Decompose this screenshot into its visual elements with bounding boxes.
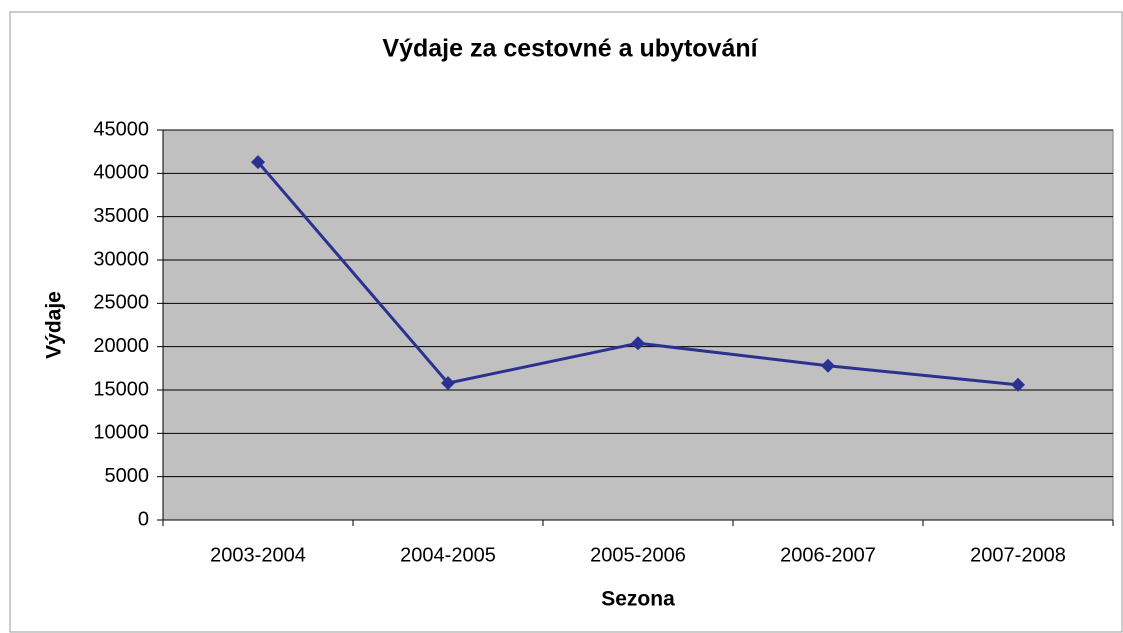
x-tick-label: 2006-2007: [780, 544, 876, 566]
y-tick-label: 40000: [93, 162, 149, 184]
y-tick-label: 35000: [93, 205, 149, 227]
point-marker: [631, 336, 645, 351]
y-tick-label: 20000: [93, 335, 149, 357]
x-tick-label: 2007-2008: [970, 544, 1066, 566]
y-tick-label: 5000: [105, 465, 150, 487]
x-tick-label: 2003-2004: [210, 544, 306, 566]
x-axis-title: Sezona: [601, 588, 675, 611]
y-tick-label: 45000: [93, 118, 149, 140]
point-marker: [1011, 377, 1025, 392]
y-tick-label: 15000: [93, 378, 149, 400]
y-tick-label: 0: [138, 508, 149, 530]
plot-area: [162, 129, 1114, 521]
point-marker: [821, 358, 835, 373]
x-tick-label: 2005-2006: [590, 544, 686, 566]
y-axis-title: Výdaje: [43, 291, 66, 359]
y-tick-label: 10000: [93, 422, 149, 444]
point-marker: [441, 376, 455, 391]
point-marker: [251, 155, 265, 170]
chart-title: Výdaje za cestovné a ubytování: [382, 35, 758, 63]
y-tick-label: 25000: [93, 292, 149, 314]
y-tick-label: 30000: [93, 248, 149, 270]
x-tick-label: 2004-2005: [400, 544, 496, 566]
